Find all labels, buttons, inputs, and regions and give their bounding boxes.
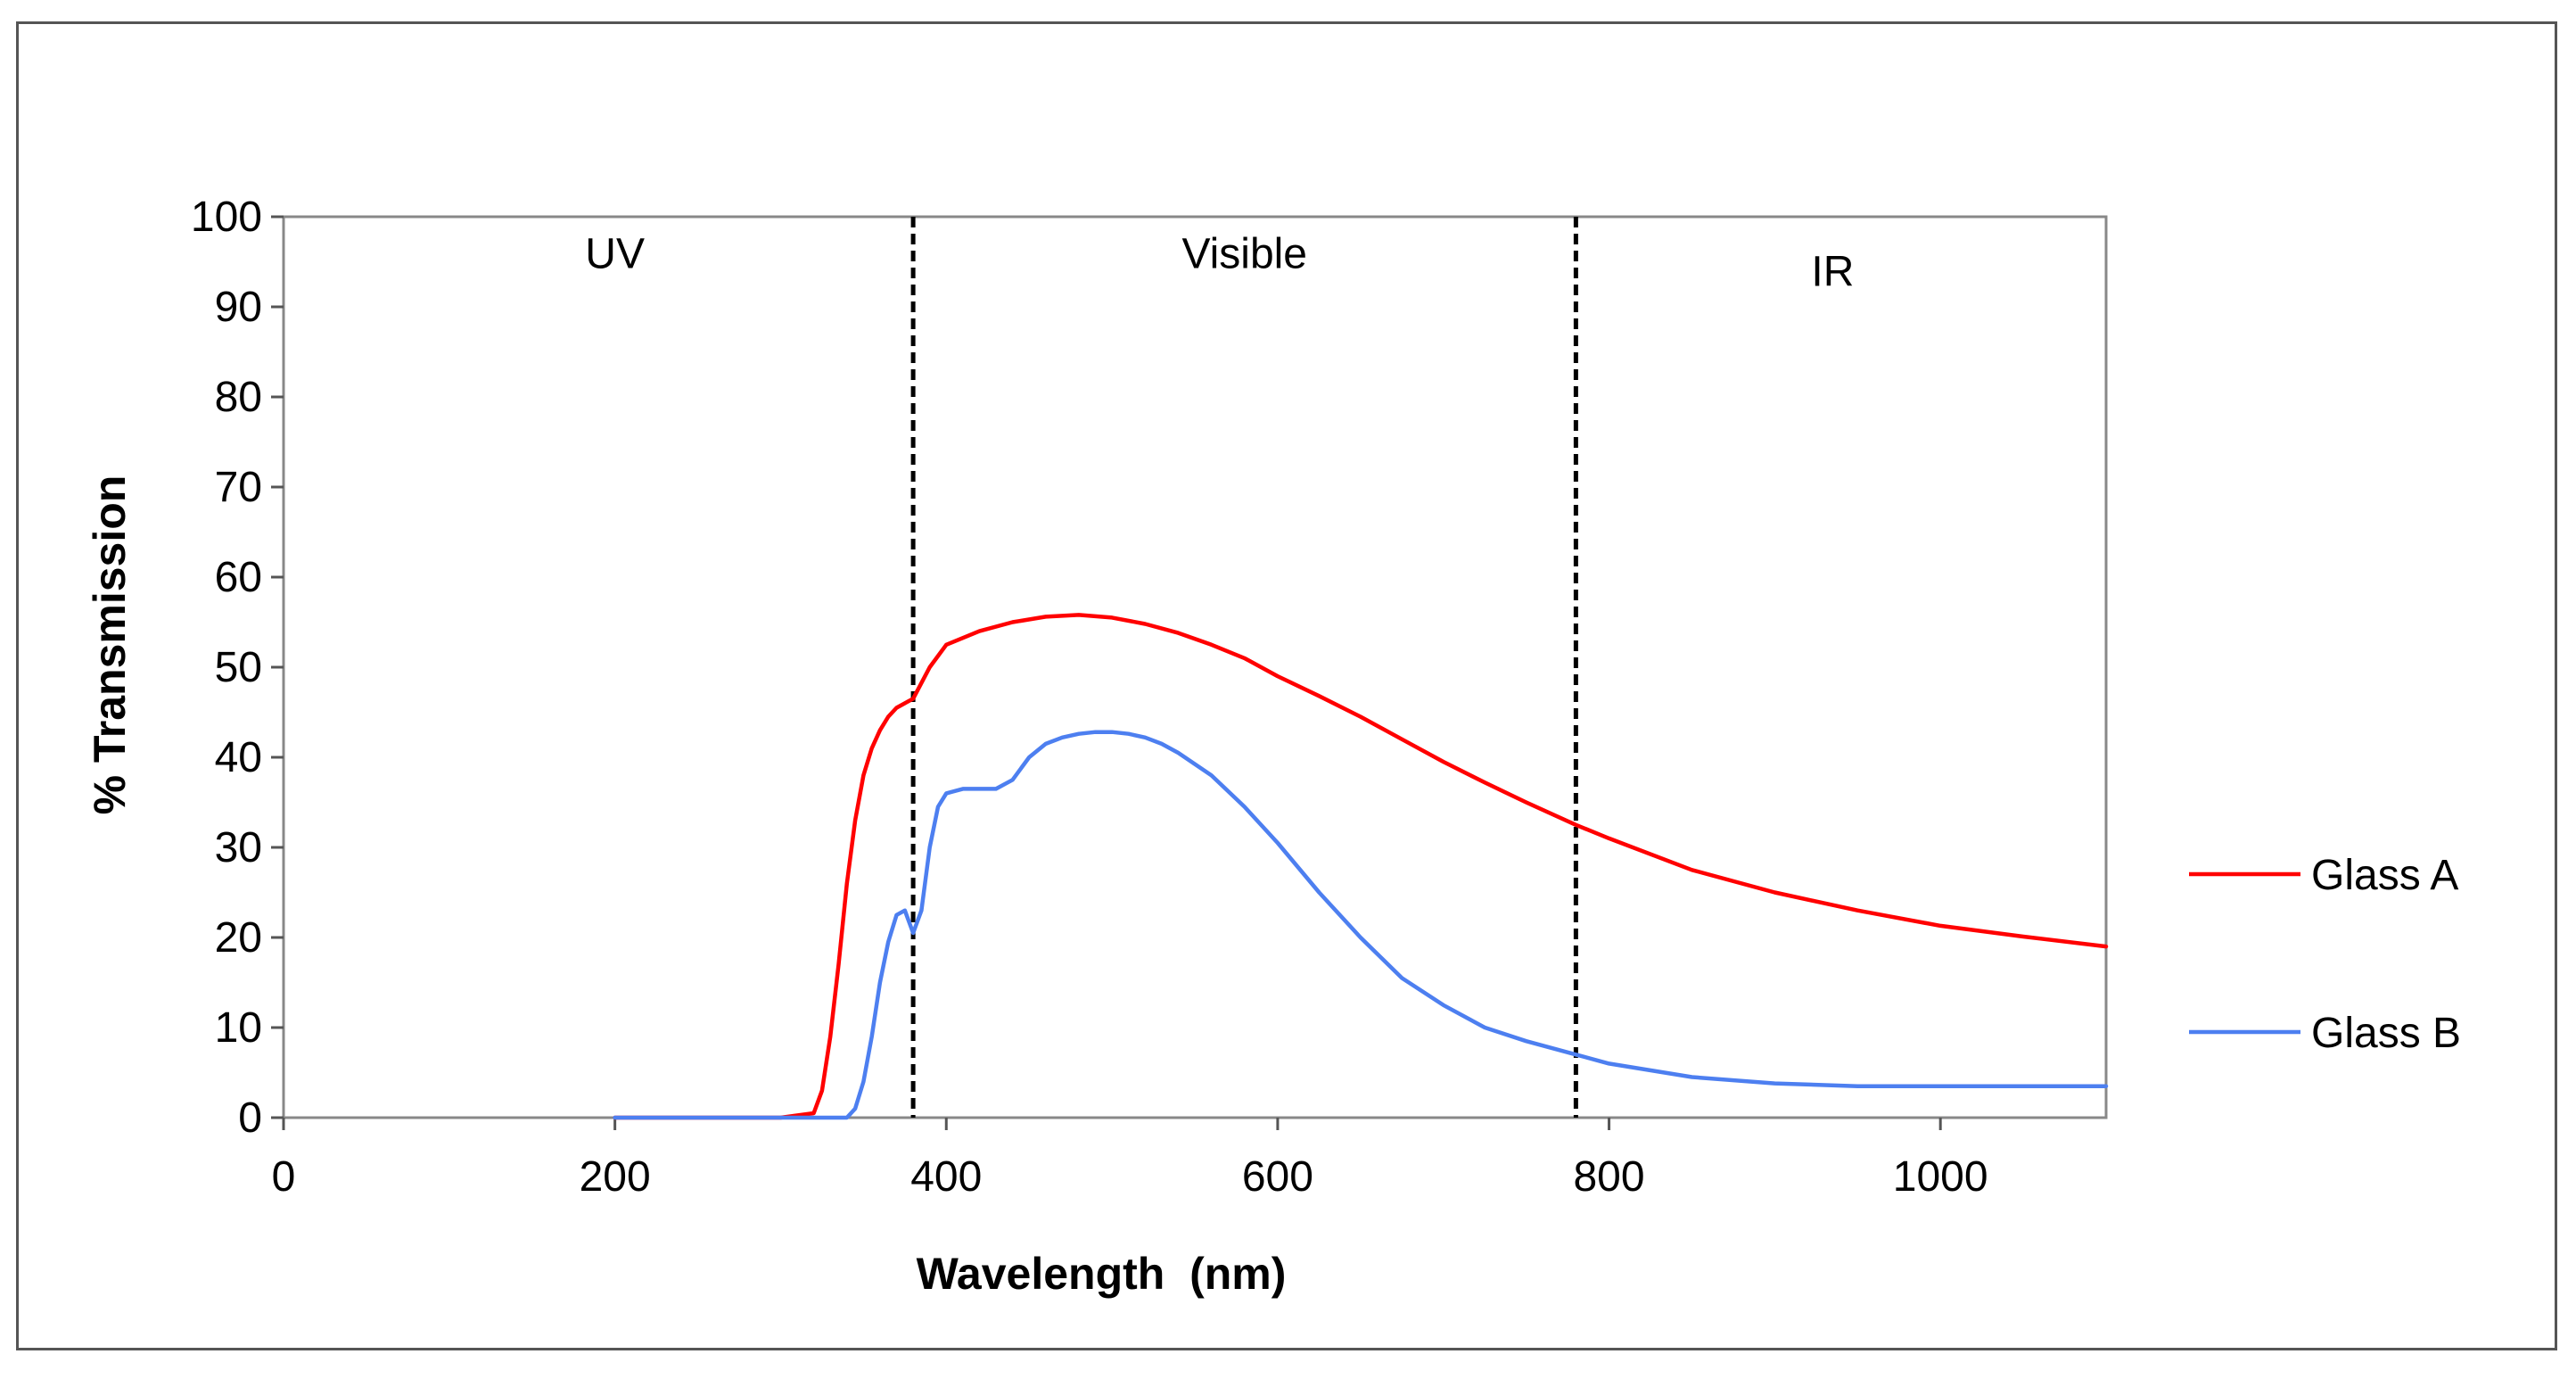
x-tick-label: 200 [580,1153,651,1201]
y-tick-label: 50 [215,644,262,691]
y-tick-label: 80 [215,374,262,421]
region-label-uv: UV [585,230,645,277]
x-tick-label: 1000 [1893,1153,1988,1201]
x-tick-label: 0 [272,1153,296,1201]
legend-label: Glass A [2311,852,2458,899]
y-axis: 0 10 20 30 40 50 60 70 80 90 100 [191,194,284,1142]
x-tick-label: 400 [910,1153,982,1201]
x-axis: 0 200 400 600 800 1000 [272,1118,1988,1201]
region-label-ir: IR [1811,249,1854,296]
x-axis-title: Wavelength (nm) [917,1249,1287,1299]
region-label-visible: Visible [1181,230,1307,277]
y-tick-label: 60 [215,554,262,601]
y-tick-label: 30 [215,824,262,871]
y-tick-label: 40 [215,734,262,781]
series-line-glass-a [613,613,2109,1120]
x-tick-label: 800 [1573,1153,1644,1201]
chart-frame [16,21,2557,1350]
series-line-glass-b [613,730,2109,1120]
y-tick-label: 70 [215,464,262,511]
y-axis-title: % Transmission [85,475,135,815]
y-tick-label: 0 [238,1094,262,1142]
y-tick-label: 90 [215,284,262,331]
region-labels: UV Visible IR [585,230,1854,295]
region-boundaries [910,217,1578,1118]
series-lines [613,613,2109,1120]
y-tick-label: 10 [215,1004,262,1052]
plot-area [282,215,2108,1119]
legend: Glass A Glass B [2189,852,2461,1057]
y-tick-label: 100 [191,194,262,241]
y-tick-label: 20 [215,914,262,962]
x-tick-label: 600 [1242,1153,1313,1201]
legend-label: Glass B [2311,1010,2461,1057]
